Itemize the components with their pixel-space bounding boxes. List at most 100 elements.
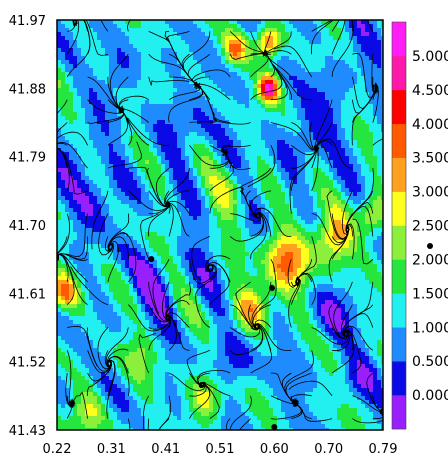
heat-cell xyxy=(325,24,330,29)
heat-cell xyxy=(57,112,62,117)
heat-cell xyxy=(345,236,350,241)
heat-cell xyxy=(341,176,346,181)
heat-cell xyxy=(77,88,82,93)
heat-cell xyxy=(77,248,82,253)
heat-cell xyxy=(141,100,146,105)
heat-cell xyxy=(249,236,254,241)
heat-cell xyxy=(137,196,142,201)
heat-cell xyxy=(189,212,194,217)
heat-cell xyxy=(329,220,334,225)
heat-cell xyxy=(317,160,322,165)
heat-cell xyxy=(325,28,330,33)
heat-cell xyxy=(137,72,142,77)
heat-cell xyxy=(301,68,306,73)
heat-cell xyxy=(169,192,174,197)
heat-cell xyxy=(333,164,338,169)
heat-cell xyxy=(153,24,158,29)
heat-cell xyxy=(341,28,346,33)
heat-cell xyxy=(117,208,122,213)
heat-cell xyxy=(293,112,298,117)
heat-cell xyxy=(197,184,202,189)
heat-cell xyxy=(113,160,118,165)
heat-cell xyxy=(297,92,302,97)
heat-cell xyxy=(229,32,234,37)
heat-cell xyxy=(61,24,66,29)
heat-cell xyxy=(309,56,314,61)
heat-cell xyxy=(257,132,262,137)
heat-cell xyxy=(165,220,170,225)
heat-cell xyxy=(341,20,346,25)
heat-cell xyxy=(113,44,118,49)
heat-cell xyxy=(241,220,246,225)
heat-cell xyxy=(105,60,110,65)
heat-cell xyxy=(245,60,250,65)
heat-cell xyxy=(205,244,210,249)
heat-cell xyxy=(129,72,134,77)
heat-cell xyxy=(313,184,318,189)
heat-cell xyxy=(117,44,122,49)
heat-cell xyxy=(85,184,90,189)
heat-cell xyxy=(161,56,166,61)
heat-cell xyxy=(361,44,366,49)
heat-cell xyxy=(201,140,206,145)
heat-cell xyxy=(181,232,186,237)
heat-cell xyxy=(129,216,134,221)
heat-cell xyxy=(101,244,106,249)
heat-cell xyxy=(349,176,354,181)
heat-cell xyxy=(329,212,334,217)
heat-cell xyxy=(89,252,94,257)
heat-cell xyxy=(345,124,350,129)
heat-cell xyxy=(285,144,290,149)
heat-cell xyxy=(281,60,286,65)
heat-cell xyxy=(373,100,378,105)
heat-cell xyxy=(269,160,274,165)
heat-cell xyxy=(213,172,218,177)
heat-cell xyxy=(189,252,194,257)
heat-cell xyxy=(97,140,102,145)
heat-cell xyxy=(61,100,66,105)
heat-cell xyxy=(117,256,122,261)
heat-cell xyxy=(77,228,82,233)
heat-cell xyxy=(341,220,346,225)
heat-cell xyxy=(129,152,134,157)
heat-cell xyxy=(161,32,166,37)
heat-cell xyxy=(345,72,350,77)
heat-cell xyxy=(193,260,198,265)
heat-cell xyxy=(93,216,98,221)
heat-cell xyxy=(77,60,82,65)
heat-cell xyxy=(337,172,342,177)
heat-cell xyxy=(333,172,338,177)
heat-cell xyxy=(273,164,278,169)
heat-cell xyxy=(245,232,250,237)
heat-cell xyxy=(217,172,222,177)
heat-cell xyxy=(189,28,194,33)
heat-cell xyxy=(381,232,383,237)
heat-cell xyxy=(225,220,230,225)
heat-cell xyxy=(341,72,346,77)
heat-cell xyxy=(141,144,146,149)
heat-cell xyxy=(293,164,298,169)
heat-cell xyxy=(297,40,302,45)
heat-cell xyxy=(149,216,154,221)
heat-cell xyxy=(241,132,246,137)
heat-cell xyxy=(153,164,158,169)
heat-cell xyxy=(377,248,382,253)
heat-cell xyxy=(361,52,366,57)
heat-cell xyxy=(289,168,294,173)
heat-cell xyxy=(285,136,290,141)
heat-cell xyxy=(177,164,182,169)
heat-cell xyxy=(125,176,130,181)
heat-cell xyxy=(373,20,378,25)
heat-cell xyxy=(93,96,98,101)
heat-cell xyxy=(225,224,230,229)
heat-cell xyxy=(317,156,322,161)
heat-cell xyxy=(377,64,382,69)
heat-cell xyxy=(365,252,370,257)
heat-cell xyxy=(293,128,298,133)
heat-cell xyxy=(77,164,82,169)
heat-cell xyxy=(81,124,86,129)
heat-cell xyxy=(265,124,270,129)
heat-cell xyxy=(165,244,170,249)
heat-cell xyxy=(177,252,182,257)
heat-cell xyxy=(301,236,306,241)
